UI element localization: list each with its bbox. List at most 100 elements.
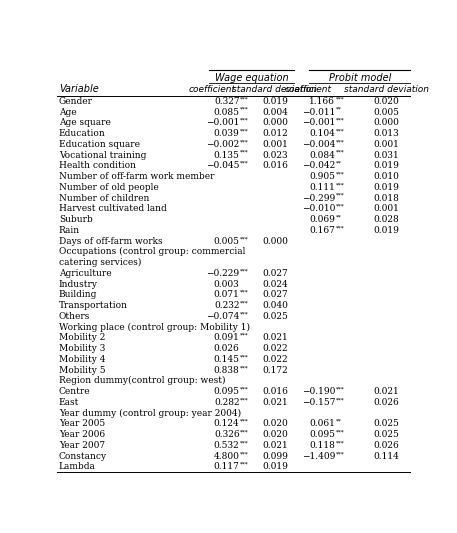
Text: ***: *** bbox=[335, 430, 344, 434]
Text: 0.028: 0.028 bbox=[374, 215, 399, 224]
Text: 0.111: 0.111 bbox=[309, 183, 335, 192]
Text: Building: Building bbox=[59, 290, 97, 300]
Text: Education: Education bbox=[59, 129, 106, 138]
Text: 0.282: 0.282 bbox=[214, 398, 239, 407]
Text: ***: *** bbox=[335, 193, 344, 198]
Text: ***: *** bbox=[240, 118, 249, 123]
Text: ***: *** bbox=[240, 430, 249, 434]
Text: 0.019: 0.019 bbox=[262, 463, 288, 472]
Text: ***: *** bbox=[240, 333, 249, 338]
Text: 0.025: 0.025 bbox=[262, 312, 288, 321]
Text: ***: *** bbox=[240, 397, 249, 402]
Text: 0.327: 0.327 bbox=[214, 97, 239, 106]
Text: 0.016: 0.016 bbox=[262, 387, 288, 396]
Text: 0.326: 0.326 bbox=[214, 430, 239, 439]
Text: **: ** bbox=[335, 419, 341, 424]
Text: Year 2007: Year 2007 bbox=[59, 441, 105, 450]
Text: ***: *** bbox=[335, 204, 344, 209]
Text: 0.010: 0.010 bbox=[373, 172, 399, 181]
Text: standard deviation: standard deviation bbox=[344, 85, 429, 94]
Text: 0.026: 0.026 bbox=[214, 344, 239, 353]
Text: East: East bbox=[59, 398, 79, 407]
Text: 0.019: 0.019 bbox=[373, 226, 399, 235]
Text: 0.025: 0.025 bbox=[373, 419, 399, 429]
Text: Year 2005: Year 2005 bbox=[59, 419, 105, 429]
Text: 0.124: 0.124 bbox=[214, 419, 239, 429]
Text: 0.091: 0.091 bbox=[214, 334, 239, 342]
Text: 0.114: 0.114 bbox=[373, 451, 399, 461]
Text: 0.005: 0.005 bbox=[373, 108, 399, 117]
Text: Number of old people: Number of old people bbox=[59, 183, 159, 192]
Text: −0.157: −0.157 bbox=[302, 398, 335, 407]
Text: Age: Age bbox=[59, 108, 76, 117]
Text: ***: *** bbox=[335, 182, 344, 187]
Text: 0.117: 0.117 bbox=[214, 463, 239, 472]
Text: 0.019: 0.019 bbox=[262, 97, 288, 106]
Text: ***: *** bbox=[240, 440, 249, 445]
Text: Education square: Education square bbox=[59, 140, 140, 149]
Text: 4.800: 4.800 bbox=[214, 451, 239, 461]
Text: Constancy: Constancy bbox=[59, 451, 107, 461]
Text: 0.095: 0.095 bbox=[213, 387, 239, 396]
Text: ***: *** bbox=[240, 462, 249, 467]
Text: ***: *** bbox=[240, 419, 249, 424]
Text: Days of off-farm works: Days of off-farm works bbox=[59, 237, 163, 246]
Text: Gender: Gender bbox=[59, 97, 93, 106]
Text: 0.027: 0.027 bbox=[262, 269, 288, 278]
Text: 0.023: 0.023 bbox=[262, 151, 288, 159]
Text: 0.021: 0.021 bbox=[262, 441, 288, 450]
Text: 0.025: 0.025 bbox=[373, 430, 399, 439]
Text: 0.021: 0.021 bbox=[262, 398, 288, 407]
Text: 0.167: 0.167 bbox=[309, 226, 335, 235]
Text: Year dummy (control group: year 2004): Year dummy (control group: year 2004) bbox=[59, 409, 241, 418]
Text: ***: *** bbox=[240, 160, 249, 166]
Text: −0.001: −0.001 bbox=[302, 118, 335, 127]
Text: 0.232: 0.232 bbox=[214, 301, 239, 310]
Text: standard deviation: standard deviation bbox=[233, 85, 318, 94]
Text: 0.005: 0.005 bbox=[213, 237, 239, 246]
Text: 0.026: 0.026 bbox=[374, 441, 399, 450]
Text: Others: Others bbox=[59, 312, 90, 321]
Text: ***: *** bbox=[240, 236, 249, 241]
Text: 0.020: 0.020 bbox=[262, 419, 288, 429]
Text: 0.022: 0.022 bbox=[262, 344, 288, 353]
Text: −0.002: −0.002 bbox=[206, 140, 239, 149]
Text: 0.012: 0.012 bbox=[262, 129, 288, 138]
Text: ***: *** bbox=[335, 150, 344, 155]
Text: 0.016: 0.016 bbox=[262, 161, 288, 171]
Text: 0.039: 0.039 bbox=[214, 129, 239, 138]
Text: ***: *** bbox=[240, 150, 249, 155]
Text: Probit model: Probit model bbox=[329, 73, 391, 83]
Text: 0.027: 0.027 bbox=[262, 290, 288, 300]
Text: 1.166: 1.166 bbox=[309, 97, 335, 106]
Text: **: ** bbox=[335, 107, 341, 112]
Text: ***: *** bbox=[240, 290, 249, 295]
Text: −0.045: −0.045 bbox=[206, 161, 239, 171]
Text: Health condition: Health condition bbox=[59, 161, 136, 171]
Text: ***: *** bbox=[335, 440, 344, 445]
Text: ***: *** bbox=[335, 172, 344, 176]
Text: ***: *** bbox=[335, 397, 344, 402]
Text: coefficient: coefficient bbox=[189, 85, 236, 94]
Text: ***: *** bbox=[335, 451, 344, 456]
Text: 0.532: 0.532 bbox=[214, 441, 239, 450]
Text: 0.026: 0.026 bbox=[374, 398, 399, 407]
Text: Age square: Age square bbox=[59, 118, 111, 127]
Text: 0.001: 0.001 bbox=[262, 140, 288, 149]
Text: 0.021: 0.021 bbox=[374, 387, 399, 396]
Text: Number of children: Number of children bbox=[59, 193, 149, 203]
Text: 0.019: 0.019 bbox=[373, 161, 399, 171]
Text: Region dummy(control group: west): Region dummy(control group: west) bbox=[59, 376, 225, 385]
Text: Lambda: Lambda bbox=[59, 463, 96, 472]
Text: ***: *** bbox=[240, 365, 249, 370]
Text: 0.003: 0.003 bbox=[214, 280, 239, 289]
Text: ***: *** bbox=[335, 225, 344, 230]
Text: 0.118: 0.118 bbox=[309, 441, 335, 450]
Text: Industry: Industry bbox=[59, 280, 98, 289]
Text: 0.145: 0.145 bbox=[213, 355, 239, 364]
Text: 0.172: 0.172 bbox=[262, 366, 288, 375]
Text: −0.190: −0.190 bbox=[302, 387, 335, 396]
Text: 0.061: 0.061 bbox=[309, 419, 335, 429]
Text: 0.099: 0.099 bbox=[262, 451, 288, 461]
Text: −0.001: −0.001 bbox=[206, 118, 239, 127]
